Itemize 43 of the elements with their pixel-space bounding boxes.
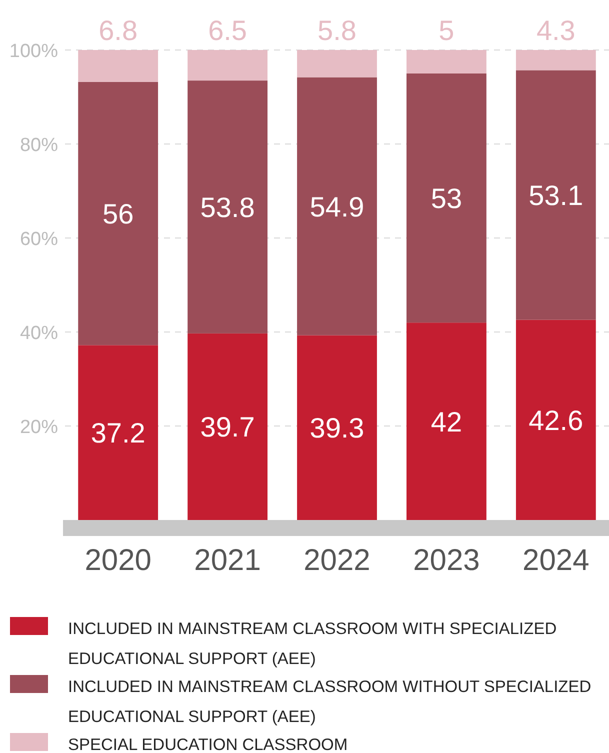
- legend-label: SPECIAL EDUCATION CLASSROOM: [68, 736, 348, 753]
- data-label: 5: [438, 15, 454, 46]
- data-label: 54.9: [310, 191, 364, 222]
- data-label: 39.7: [200, 412, 255, 443]
- data-label: 53.8: [200, 192, 255, 223]
- x-tick-label: 2020: [84, 544, 152, 577]
- x-tick-label: 2021: [194, 544, 261, 577]
- y-tick-label: 100%: [9, 41, 58, 62]
- bar: [406, 50, 486, 74]
- y-tick-label: 40%: [20, 323, 58, 344]
- y-tick-label: 20%: [20, 417, 58, 438]
- y-tick-label: 80%: [20, 135, 58, 156]
- bar: [188, 80, 268, 334]
- legend-label: INCLUDED IN MAINSTREAM CLASSROOM WITH SPECIALIZED EDUCATIONAL SUPPORT (AEE): [68, 620, 557, 668]
- data-label: 53: [430, 183, 462, 214]
- bar: [78, 82, 158, 346]
- bar: [406, 74, 486, 323]
- x-tick-label: 2023: [413, 544, 480, 577]
- bar: [188, 333, 268, 520]
- data-label: 4.3: [536, 15, 576, 46]
- bar: [78, 345, 158, 520]
- data-label: 42: [430, 406, 462, 438]
- data-label: 56: [102, 198, 134, 230]
- bar: [516, 50, 596, 70]
- bar: [297, 335, 377, 520]
- data-label: 42.6: [528, 404, 584, 436]
- bar: [188, 50, 268, 81]
- bar: [516, 70, 596, 320]
- y-tick-label: 60%: [20, 229, 58, 250]
- bar: [297, 50, 377, 78]
- data-label: 37.2: [90, 418, 146, 449]
- bar: [297, 77, 377, 336]
- x-tick-label: 2022: [304, 544, 370, 577]
- x-tick-label: 2024: [522, 544, 590, 577]
- bar: [516, 320, 596, 520]
- data-label: 5.8: [318, 15, 356, 46]
- data-label: 6.8: [98, 15, 138, 46]
- data-label: 53.1: [528, 180, 584, 211]
- bar: [78, 50, 158, 82]
- data-label: 39.3: [310, 412, 364, 444]
- legend-label: INCLUDED IN MAINSTREAM CLASSROOM WITHOUT SPECIALIZED EDUCATIONAL SUPPORT (AEE): [68, 678, 592, 726]
- data-label: 6.5: [208, 15, 248, 46]
- bar: [406, 322, 486, 520]
